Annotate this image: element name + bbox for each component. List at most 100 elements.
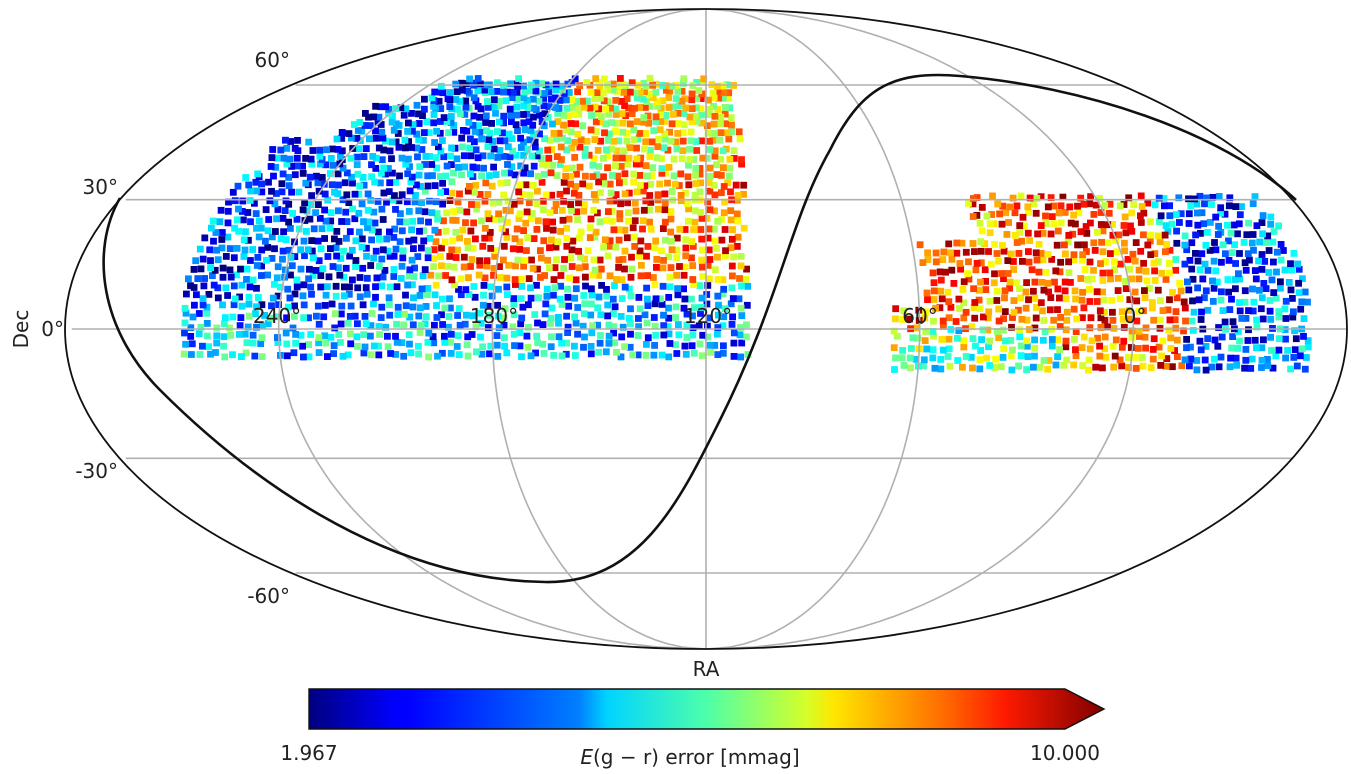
map-pixel (1235, 220, 1243, 228)
map-pixel (567, 201, 574, 208)
map-pixel (402, 291, 409, 299)
map-pixel (1007, 352, 1015, 360)
map-pixel (487, 245, 495, 252)
map-pixel (446, 197, 454, 204)
map-pixel (333, 252, 340, 260)
map-pixel (253, 262, 261, 269)
map-boundary (64, 8, 1348, 650)
map-pixel (624, 217, 632, 225)
map-pixel (398, 191, 406, 199)
map-pixel (735, 295, 743, 303)
map-pixel (482, 119, 489, 126)
map-pixel (492, 171, 500, 178)
map-pixel (962, 248, 970, 256)
map-pixel (717, 120, 724, 128)
map-pixel (320, 313, 328, 321)
map-pixel (408, 173, 416, 181)
map-pixel (257, 340, 265, 347)
map-pixel (624, 160, 632, 168)
map-pixel (329, 145, 336, 153)
map-pixel (252, 178, 260, 186)
map-pixel (1213, 278, 1221, 286)
map-pixel (180, 350, 188, 358)
map-pixel (632, 207, 640, 215)
map-pixel (478, 217, 485, 225)
map-pixel (916, 241, 924, 249)
map-pixel (1137, 219, 1145, 226)
map-pixel (302, 179, 310, 187)
map-pixel (448, 144, 455, 152)
map-pixel (342, 208, 350, 216)
map-pixel (967, 353, 975, 361)
map-pixel (321, 190, 329, 198)
map-pixel (1099, 277, 1107, 284)
map-pixel (549, 120, 556, 128)
map-pixel (374, 118, 382, 126)
map-pixel (724, 179, 731, 187)
map-pixel (1155, 194, 1163, 202)
map-pixel (315, 339, 322, 347)
map-pixel (581, 300, 589, 308)
map-pixel (420, 237, 428, 245)
map-pixel (456, 190, 463, 198)
map-pixel (409, 121, 417, 128)
meridian-line (705, 9, 921, 649)
map-pixel (387, 350, 394, 357)
map-pixel (726, 164, 734, 172)
map-pixel (372, 127, 379, 135)
map-pixel (625, 104, 632, 112)
map-pixel (1077, 275, 1085, 282)
map-pixel (1172, 308, 1180, 315)
map-pixel (421, 320, 429, 328)
map-pixel (516, 238, 524, 246)
map-pixel (287, 138, 295, 145)
map-pixel (490, 163, 497, 171)
map-pixel (589, 161, 597, 169)
map-pixel (1006, 203, 1013, 211)
map-pixel (359, 174, 367, 181)
map-pixel (644, 112, 652, 120)
map-pixel (324, 353, 331, 360)
map-pixel (673, 254, 680, 261)
map-pixel (1186, 362, 1193, 370)
map-pixel (182, 309, 190, 317)
map-pixel (520, 169, 527, 177)
map-pixel (685, 161, 692, 169)
map-pixel (372, 247, 380, 255)
map-pixel (615, 264, 622, 271)
map-pixel (370, 254, 377, 262)
map-pixel (580, 103, 588, 111)
map-pixel (1016, 229, 1023, 236)
map-pixel (1087, 219, 1094, 227)
map-pixel (744, 351, 752, 358)
map-pixel (405, 272, 413, 280)
map-pixel (354, 320, 361, 328)
map-pixel (913, 324, 921, 332)
map-pixel (181, 329, 188, 337)
map-pixel (1037, 250, 1045, 257)
map-pixel (1054, 336, 1062, 344)
map-pixel (579, 97, 586, 105)
map-pixel (405, 119, 412, 127)
map-pixel (588, 329, 596, 337)
map-pixel (509, 88, 517, 96)
map-pixel (1215, 193, 1223, 200)
map-pixel (568, 164, 576, 172)
map-pixel (519, 191, 527, 198)
map-pixel (1008, 323, 1015, 331)
map-pixel (409, 218, 417, 225)
map-pixel (253, 187, 260, 195)
map-pixel (1001, 294, 1008, 302)
map-pixel (617, 75, 624, 82)
map-pixel (590, 206, 598, 214)
map-pixel (923, 289, 931, 297)
map-pixel (1159, 337, 1167, 345)
map-pixel (1101, 345, 1109, 353)
map-pixel (433, 314, 441, 321)
map-pixel (972, 266, 980, 274)
map-pixel (1194, 257, 1202, 265)
map-pixel (730, 147, 738, 154)
map-pixel (612, 162, 619, 170)
map-pixel (402, 105, 410, 113)
map-pixel (385, 165, 392, 172)
